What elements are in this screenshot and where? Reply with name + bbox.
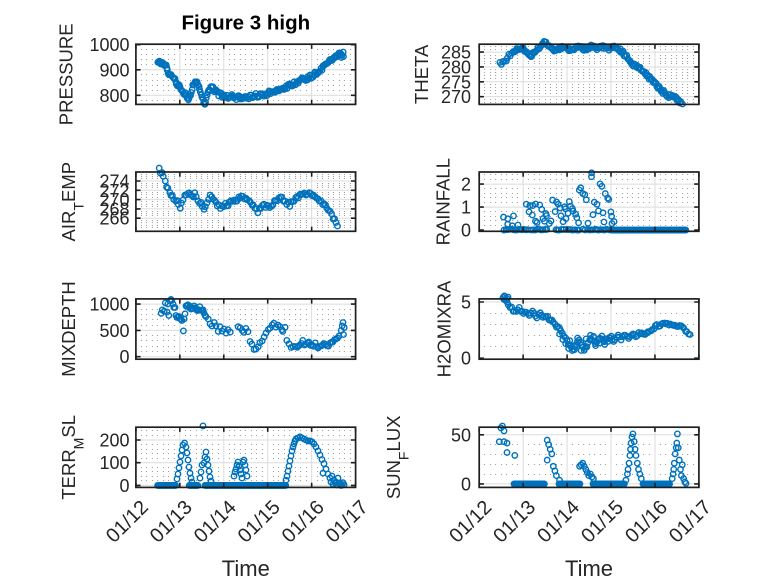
svg-text:TERRM​SL: TERRM​SL <box>58 415 87 500</box>
svg-text:0: 0 <box>119 347 129 367</box>
svg-text:275: 275 <box>441 72 471 92</box>
svg-text:50: 50 <box>451 425 471 445</box>
svg-text:500: 500 <box>99 321 129 341</box>
svg-text:SUNF​LUX: SUNF​LUX <box>383 415 412 499</box>
svg-text:5: 5 <box>461 293 471 313</box>
svg-text:272: 272 <box>99 181 129 201</box>
svg-text:274: 274 <box>99 172 129 192</box>
svg-text:2: 2 <box>461 175 471 195</box>
svg-text:100: 100 <box>99 453 129 473</box>
svg-text:200: 200 <box>99 431 129 451</box>
svg-text:266: 266 <box>99 209 129 229</box>
svg-text:Time: Time <box>565 556 613 581</box>
svg-text:0: 0 <box>461 221 471 241</box>
svg-text:AIRT​EMP: AIRT​EMP <box>58 162 87 242</box>
svg-text:Time: Time <box>222 556 270 581</box>
svg-text:THETA: THETA <box>411 44 432 104</box>
svg-text:900: 900 <box>99 60 129 80</box>
svg-text:Figure 3 high: Figure 3 high <box>181 12 310 35</box>
svg-text:1: 1 <box>461 198 471 218</box>
svg-text:0: 0 <box>119 476 129 496</box>
svg-text:PRESSURE: PRESSURE <box>56 23 77 125</box>
svg-text:270: 270 <box>441 87 471 107</box>
svg-text:RAINFALL: RAINFALL <box>433 158 454 245</box>
svg-text:270: 270 <box>99 190 129 210</box>
svg-text:268: 268 <box>99 199 129 219</box>
svg-text:1000: 1000 <box>89 35 129 55</box>
svg-text:1000: 1000 <box>89 295 129 315</box>
svg-text:0: 0 <box>461 349 471 369</box>
svg-text:280: 280 <box>441 57 471 77</box>
svg-text:H2OMIXRA: H2OMIXRA <box>434 280 455 377</box>
svg-text:MIXDEPTH: MIXDEPTH <box>58 281 79 377</box>
svg-text:285: 285 <box>441 43 471 63</box>
svg-text:800: 800 <box>99 86 129 106</box>
svg-text:0: 0 <box>461 474 471 494</box>
